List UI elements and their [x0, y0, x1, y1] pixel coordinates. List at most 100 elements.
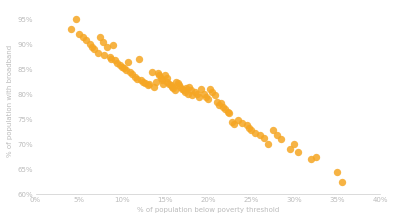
Point — [216, 103, 222, 107]
Point — [134, 78, 140, 81]
Y-axis label: % of population with broadband: % of population with broadband — [7, 44, 13, 157]
Point — [94, 52, 101, 55]
Point — [146, 82, 152, 86]
Point — [80, 35, 86, 39]
Point — [114, 62, 120, 65]
Point — [179, 88, 185, 91]
Point — [124, 60, 131, 64]
Point — [121, 67, 128, 70]
Point — [203, 95, 209, 99]
Point — [244, 123, 250, 127]
Point — [117, 64, 123, 67]
Point — [156, 73, 162, 77]
Point — [162, 73, 168, 77]
Point — [308, 158, 314, 161]
Point — [137, 79, 144, 82]
Point — [226, 112, 233, 115]
Point — [181, 88, 187, 92]
Point — [278, 138, 284, 141]
Point — [104, 45, 110, 49]
Point — [183, 86, 190, 90]
Point — [177, 85, 184, 89]
Point — [123, 69, 129, 72]
Point — [218, 101, 224, 105]
Point — [153, 80, 159, 84]
Point — [312, 155, 319, 158]
Point — [101, 54, 107, 57]
Point — [287, 147, 293, 151]
Point — [181, 90, 188, 94]
Point — [170, 86, 177, 90]
Point — [252, 132, 258, 135]
Point — [145, 84, 151, 87]
Point — [269, 128, 276, 132]
Point — [129, 73, 135, 76]
Point — [246, 126, 252, 130]
Point — [100, 40, 106, 44]
Point — [200, 93, 207, 96]
Point — [231, 123, 237, 126]
Point — [140, 80, 147, 84]
Point — [222, 108, 228, 111]
Point — [185, 93, 191, 96]
Point — [261, 136, 267, 140]
Point — [339, 180, 345, 183]
Point — [188, 88, 194, 92]
Point — [334, 170, 340, 173]
Point — [149, 70, 155, 73]
Point — [198, 88, 204, 91]
Point — [189, 94, 196, 97]
Point — [118, 65, 125, 69]
Point — [142, 82, 148, 85]
Point — [229, 120, 235, 123]
Point — [212, 94, 218, 97]
Point — [107, 55, 113, 59]
Point — [164, 80, 170, 84]
Point — [205, 97, 211, 101]
Point — [108, 58, 115, 61]
Point — [132, 75, 138, 79]
Point — [157, 77, 164, 80]
Point — [88, 45, 95, 49]
Point — [110, 44, 116, 47]
Point — [160, 82, 166, 86]
Point — [173, 80, 179, 84]
Point — [166, 82, 172, 86]
Point — [239, 121, 246, 125]
Point — [176, 84, 182, 87]
Point — [220, 105, 227, 108]
Point — [274, 134, 280, 137]
Point — [291, 142, 297, 146]
Point — [164, 77, 171, 80]
Point — [172, 88, 178, 92]
Point — [97, 35, 103, 39]
Point — [295, 150, 301, 153]
Point — [192, 90, 198, 94]
Point — [76, 33, 83, 36]
Point — [209, 90, 215, 94]
Point — [73, 18, 79, 21]
Point — [186, 85, 192, 89]
Point — [169, 85, 175, 89]
Point — [248, 128, 254, 132]
Point — [136, 58, 142, 61]
X-axis label: % of population below poverty threshold: % of population below poverty threshold — [137, 207, 279, 213]
Point — [175, 82, 181, 85]
Point — [256, 134, 263, 137]
Point — [225, 110, 231, 114]
Point — [194, 93, 200, 96]
Point — [207, 88, 214, 91]
Point — [159, 79, 166, 82]
Point — [83, 39, 90, 42]
Point — [68, 28, 74, 31]
Point — [168, 84, 174, 87]
Point — [87, 43, 93, 46]
Point — [91, 48, 97, 51]
Point — [196, 95, 203, 99]
Point — [127, 70, 134, 73]
Point — [265, 142, 271, 146]
Point — [235, 119, 241, 122]
Point — [213, 100, 220, 104]
Point — [112, 59, 118, 62]
Point — [150, 85, 157, 89]
